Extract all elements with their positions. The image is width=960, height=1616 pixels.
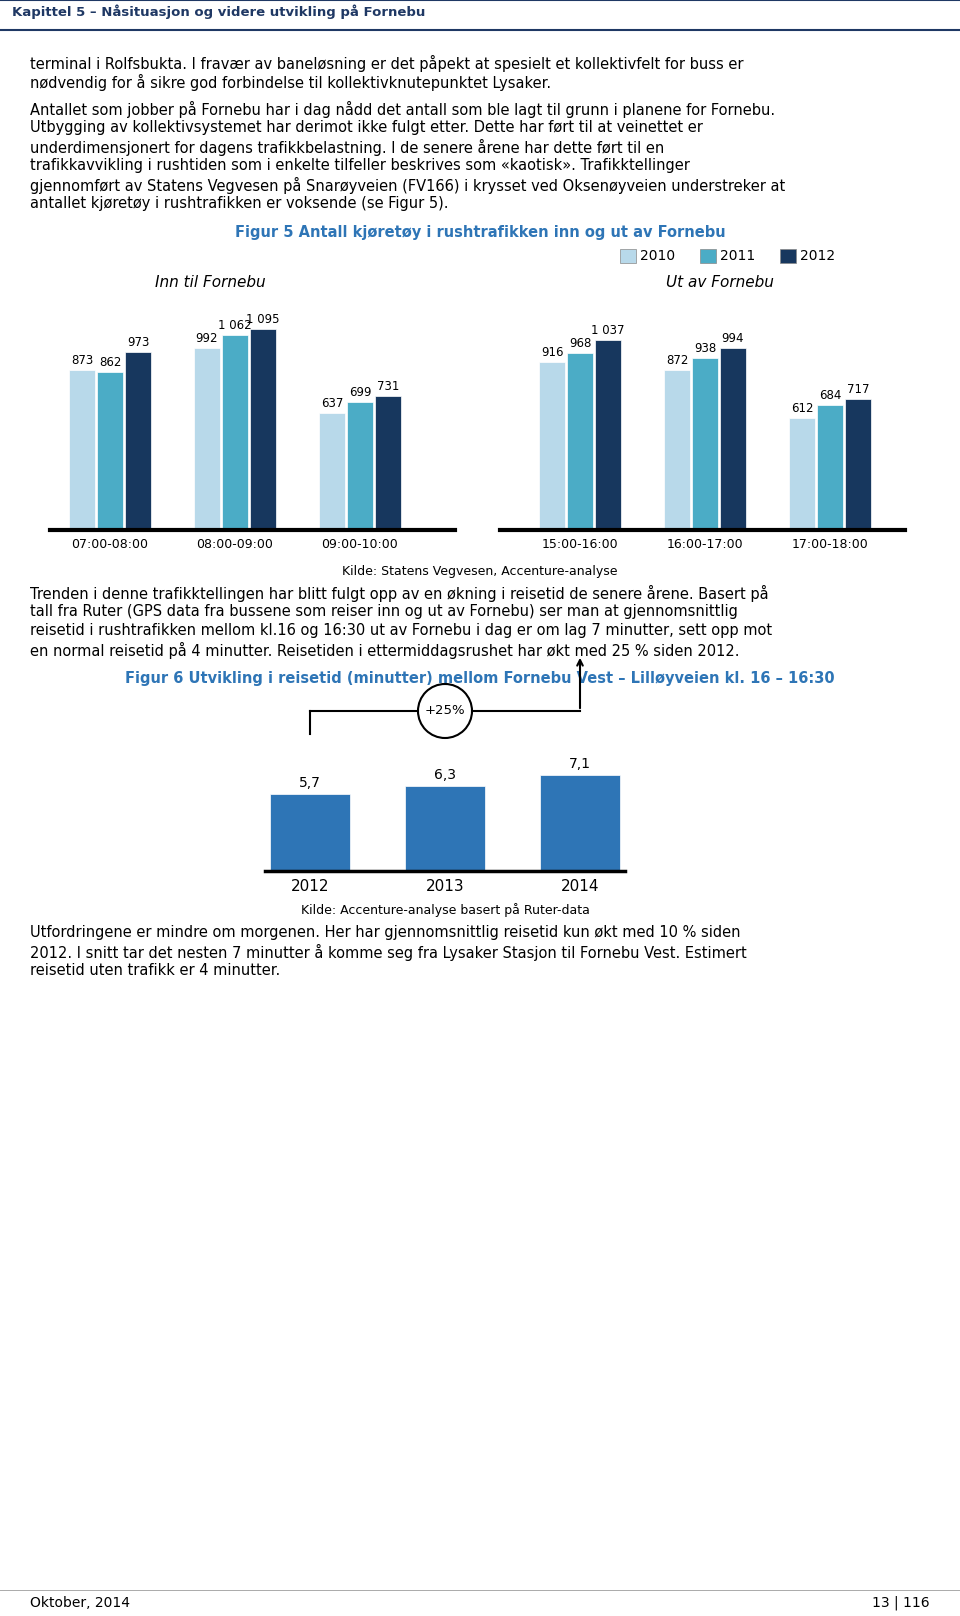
- Text: 07:00-08:00: 07:00-08:00: [71, 538, 149, 551]
- Bar: [97, 372, 123, 530]
- Text: 992: 992: [196, 333, 218, 346]
- Text: nødvendig for å sikre god forbindelse til kollektivknutepunktet Lysaker.: nødvendig for å sikre god forbindelse ti…: [30, 74, 551, 90]
- Bar: [700, 249, 716, 263]
- Text: Utbygging av kollektivsystemet har derimot ikke fulgt etter. Dette har ført til : Utbygging av kollektivsystemet har derim…: [30, 120, 703, 136]
- Text: 862: 862: [99, 356, 121, 368]
- Text: tall fra Ruter (GPS data fra bussene som reiser inn og ut av Fornebu) ser man at: tall fra Ruter (GPS data fra bussene som…: [30, 604, 738, 619]
- Text: 15:00-16:00: 15:00-16:00: [541, 538, 618, 551]
- Text: 612: 612: [791, 402, 813, 415]
- Text: Kilde: Statens Vegvesen, Accenture-analyse: Kilde: Statens Vegvesen, Accenture-analy…: [343, 566, 617, 579]
- Text: +25%: +25%: [424, 705, 466, 718]
- Text: 717: 717: [847, 383, 869, 396]
- Text: 973: 973: [127, 336, 149, 349]
- Text: 872: 872: [666, 354, 688, 367]
- Text: underdimensjonert for dagens trafikkbelastning. I de senere årene har dette ført: underdimensjonert for dagens trafikkbela…: [30, 139, 664, 157]
- Text: 09:00-10:00: 09:00-10:00: [322, 538, 398, 551]
- Text: 637: 637: [321, 398, 343, 410]
- Circle shape: [418, 684, 472, 739]
- Bar: [222, 335, 248, 530]
- Text: 684: 684: [819, 388, 841, 402]
- Bar: [125, 352, 151, 530]
- Text: Figur 5 Antall kjøretøy i rushtrafikken inn og ut av Fornebu: Figur 5 Antall kjøretøy i rushtrafikken …: [234, 225, 726, 241]
- Bar: [817, 404, 843, 530]
- Text: 916: 916: [540, 346, 564, 359]
- Text: terminal i Rolfsbukta. I fravær av baneløsning er det påpekt at spesielt et koll: terminal i Rolfsbukta. I fravær av banel…: [30, 55, 743, 73]
- Text: 731: 731: [377, 380, 399, 393]
- Text: Kilde: Accenture-analyse basert på Ruter-data: Kilde: Accenture-analyse basert på Ruter…: [300, 903, 589, 916]
- Text: 2010: 2010: [640, 249, 675, 263]
- Text: 2012. I snitt tar det nesten 7 minutter å komme seg fra Lysaker Stasjon til Forn: 2012. I snitt tar det nesten 7 minutter …: [30, 944, 747, 962]
- Text: trafikkavvikling i rushtiden som i enkelte tilfeller beskrives som «kaotisk». Tr: trafikkavvikling i rushtiden som i enkel…: [30, 158, 690, 173]
- Text: 994: 994: [722, 331, 744, 344]
- Bar: [319, 414, 345, 530]
- Bar: [270, 793, 350, 871]
- Text: Inn til Fornebu: Inn til Fornebu: [155, 275, 265, 289]
- Text: Antallet som jobber på Fornebu har i dag nådd det antall som ble lagt til grunn : Antallet som jobber på Fornebu har i dag…: [30, 100, 775, 118]
- Text: 699: 699: [348, 386, 372, 399]
- Text: Figur 6 Utvikling i reisetid (minutter) mellom Fornebu Vest – Lilløyveien kl. 16: Figur 6 Utvikling i reisetid (minutter) …: [125, 671, 835, 687]
- Text: Kapittel 5 – Nåsituasjon og videre utvikling på Fornebu: Kapittel 5 – Nåsituasjon og videre utvik…: [12, 3, 425, 18]
- Text: Trenden i denne trafikktellingen har blitt fulgt opp av en økning i reisetid de : Trenden i denne trafikktellingen har bli…: [30, 585, 769, 603]
- Bar: [789, 419, 815, 530]
- Bar: [664, 370, 690, 530]
- Bar: [540, 776, 620, 871]
- Text: 2012: 2012: [291, 879, 329, 894]
- Bar: [69, 370, 95, 530]
- Text: 08:00-09:00: 08:00-09:00: [197, 538, 274, 551]
- Text: 13 | 116: 13 | 116: [873, 1597, 930, 1611]
- Text: 968: 968: [569, 336, 591, 349]
- Text: 7,1: 7,1: [569, 756, 591, 771]
- Text: 938: 938: [694, 343, 716, 356]
- Bar: [405, 785, 485, 871]
- Text: 6,3: 6,3: [434, 768, 456, 782]
- Bar: [375, 396, 401, 530]
- Bar: [595, 339, 621, 530]
- Text: 2013: 2013: [425, 879, 465, 894]
- Text: reisetid i rushtrafikken mellom kl.16 og 16:30 ut av Fornebu i dag er om lag 7 m: reisetid i rushtrafikken mellom kl.16 og…: [30, 624, 772, 638]
- Text: 1 062: 1 062: [218, 320, 252, 333]
- Bar: [194, 347, 220, 530]
- Bar: [250, 330, 276, 530]
- Bar: [567, 352, 593, 530]
- Text: 17:00-18:00: 17:00-18:00: [792, 538, 869, 551]
- Text: 2014: 2014: [561, 879, 599, 894]
- Text: en normal reisetid på 4 minutter. Reisetiden i ettermiddagsrushet har økt med 25: en normal reisetid på 4 minutter. Reiset…: [30, 642, 739, 659]
- Text: 16:00-17:00: 16:00-17:00: [666, 538, 743, 551]
- Text: 873: 873: [71, 354, 93, 367]
- Bar: [845, 399, 871, 530]
- Bar: [539, 362, 565, 530]
- Text: Oktober, 2014: Oktober, 2014: [30, 1597, 130, 1610]
- Text: antallet kjøretøy i rushtrafikken er voksende (se Figur 5).: antallet kjøretøy i rushtrafikken er vok…: [30, 196, 448, 212]
- Text: 1 095: 1 095: [247, 314, 279, 326]
- Bar: [692, 359, 718, 530]
- Bar: [347, 402, 373, 530]
- Text: 2012: 2012: [800, 249, 835, 263]
- Text: 1 037: 1 037: [591, 323, 625, 336]
- Text: 5,7: 5,7: [300, 776, 321, 790]
- Bar: [780, 249, 796, 263]
- Text: Utfordringene er mindre om morgenen. Her har gjennomsnittlig reisetid kun økt me: Utfordringene er mindre om morgenen. Her…: [30, 924, 740, 941]
- Bar: [620, 249, 636, 263]
- Bar: [720, 347, 746, 530]
- Text: 2011: 2011: [720, 249, 756, 263]
- Text: reisetid uten trafikk er 4 minutter.: reisetid uten trafikk er 4 minutter.: [30, 963, 280, 978]
- Text: Ut av Fornebu: Ut av Fornebu: [666, 275, 774, 289]
- Text: gjennomført av Statens Vegvesen på Snarøyveien (FV166) i krysset ved Oksenøyveie: gjennomført av Statens Vegvesen på Snarø…: [30, 178, 785, 194]
